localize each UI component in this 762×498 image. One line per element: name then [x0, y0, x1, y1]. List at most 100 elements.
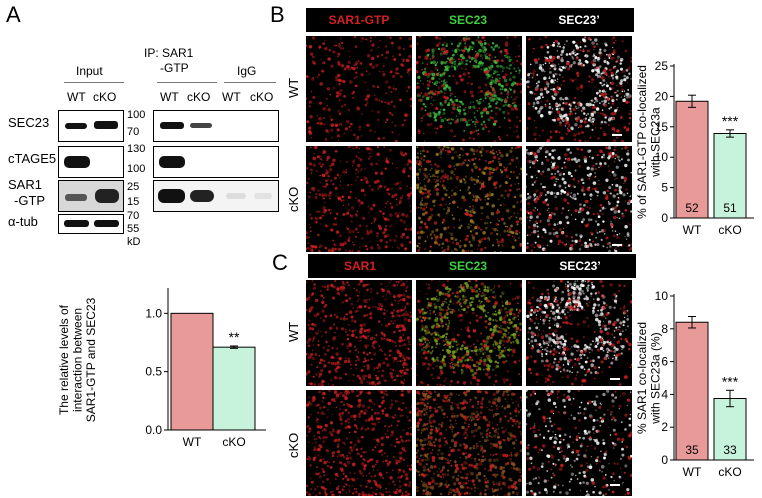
- channel-header: SEC23: [412, 8, 524, 32]
- y-axis-label: % SAR1 co-localized: [636, 322, 649, 434]
- micrograph-c-wt-green: [416, 280, 522, 386]
- panel-a-letter: A: [6, 2, 21, 27]
- y-tick-label: 0.5: [145, 365, 162, 379]
- band: [94, 121, 118, 129]
- x-tick-label: cKO: [222, 435, 245, 449]
- y-tick-label: 2: [661, 420, 668, 434]
- scale-bar: [610, 484, 620, 486]
- blot-row-label: SAR1: [8, 177, 42, 192]
- mw-unit: kD: [127, 236, 141, 248]
- bar: [713, 398, 747, 461]
- bar: [170, 312, 214, 431]
- micrograph-b-cko-green: [416, 146, 522, 252]
- micrograph-c-cko-red: [306, 390, 412, 496]
- y-axis-label: with SEC23a (%): [649, 332, 663, 424]
- blot-row-label: -GTP: [14, 193, 46, 208]
- blot-ip-ctage5: [153, 146, 279, 178]
- channel-header: SEC23’: [524, 254, 636, 278]
- bar: [212, 346, 256, 431]
- mw-marker: 70: [127, 210, 140, 222]
- x-tick-label: WT: [183, 435, 202, 449]
- mw-marker: 15: [127, 196, 140, 208]
- y-tick-label: 5: [661, 181, 668, 195]
- band: [254, 193, 272, 199]
- band: [65, 194, 87, 201]
- y-tick-label: 10: [655, 150, 669, 164]
- band: [64, 156, 90, 168]
- band: [190, 123, 212, 128]
- band: [95, 189, 119, 203]
- blot-input-sec23: [58, 110, 124, 142]
- micrograph-b-cko-red: [306, 146, 412, 252]
- channel-header: SEC23: [412, 254, 524, 278]
- blot-row-label: cTAGE5: [8, 151, 57, 166]
- band: [64, 220, 89, 227]
- x-tick-label: cKO: [718, 223, 741, 237]
- bar: [675, 321, 709, 461]
- ip-label-line2: -GTP: [160, 61, 189, 75]
- band: [190, 190, 214, 202]
- panel-c-letter: C: [272, 250, 288, 275]
- channel-header: SEC23’: [524, 8, 634, 32]
- blot-input-sar1: [58, 180, 124, 212]
- lane-label: cKO: [187, 90, 211, 104]
- band: [226, 193, 246, 199]
- micrograph-b-wt-white: [526, 36, 632, 142]
- lane-label: WT: [222, 90, 241, 104]
- panel-c-bar-chart: % SAR1 co-localized with SEC23a (%) 0 2 4 6 8 1…: [636, 290, 754, 479]
- row-label-cko: cKO: [286, 186, 301, 212]
- band: [94, 220, 119, 227]
- lane-label: WT: [160, 90, 179, 104]
- input-underline: [64, 82, 124, 83]
- blot-ip-sec23: [153, 110, 279, 142]
- row-label-wt: WT: [286, 321, 301, 342]
- band: [65, 123, 87, 129]
- mw-marker: 70: [127, 126, 140, 138]
- significance-label: ***: [722, 373, 739, 389]
- x-tick-label: WT: [683, 223, 702, 237]
- mw-marker: 25: [127, 181, 140, 193]
- scale-bar: [612, 244, 622, 246]
- row-label-wt: WT: [286, 77, 301, 98]
- channel-header: SAR1-GTP: [306, 8, 412, 32]
- lane-label: cKO: [93, 90, 117, 104]
- mw-marker: 100: [127, 163, 146, 175]
- blot-ip-sar1: [153, 180, 279, 212]
- scale-bar: [612, 134, 622, 136]
- x-tick-label: cKO: [718, 465, 741, 479]
- y-axis-label: The relative levels of: [57, 304, 71, 415]
- y-tick-label: 0: [661, 453, 668, 467]
- panel-a-bar-chart: The relative levels of interaction betwee…: [57, 288, 266, 449]
- micrograph-b-wt-red: [306, 36, 412, 142]
- bar: [713, 132, 747, 219]
- micrograph-b-wt-green: [416, 36, 522, 142]
- scale-bar: [610, 378, 620, 380]
- blot-input-tub: [58, 214, 124, 234]
- band: [158, 189, 185, 203]
- band: [160, 122, 184, 129]
- row-label-cko: cKO: [286, 432, 301, 458]
- igg-underline: [224, 82, 276, 83]
- n-label: 51: [723, 201, 737, 215]
- y-tick-label: 1.0: [145, 306, 162, 320]
- y-axis-label: with SEC23a: [649, 107, 663, 178]
- y-tick-label: 0.0: [145, 423, 162, 437]
- x-tick-label: WT: [683, 465, 702, 479]
- n-label: 52: [685, 201, 699, 215]
- band: [159, 156, 185, 168]
- y-tick-label: 8: [661, 322, 668, 336]
- lane-label: WT: [67, 90, 86, 104]
- n-label: 33: [723, 443, 737, 457]
- y-tick-label: 4: [661, 387, 668, 401]
- y-tick-label: 6: [661, 355, 668, 369]
- micrograph-c-cko-green: [416, 390, 522, 496]
- blot-row-label: SEC23: [8, 115, 50, 130]
- channel-header: SAR1: [308, 254, 412, 278]
- panel-b-bar-chart: % of SAR1-GTP co-localized with SEC23a051…: [636, 59, 754, 237]
- blot-input-ctage5: [58, 146, 124, 178]
- y-tick-label: 0: [661, 211, 668, 225]
- micrograph-c-cko-white: [526, 390, 632, 496]
- significance-label: ***: [722, 113, 739, 129]
- mw-marker: 100: [127, 109, 146, 121]
- y-axis-label: % of SAR1-GTP co-localized: [636, 65, 649, 219]
